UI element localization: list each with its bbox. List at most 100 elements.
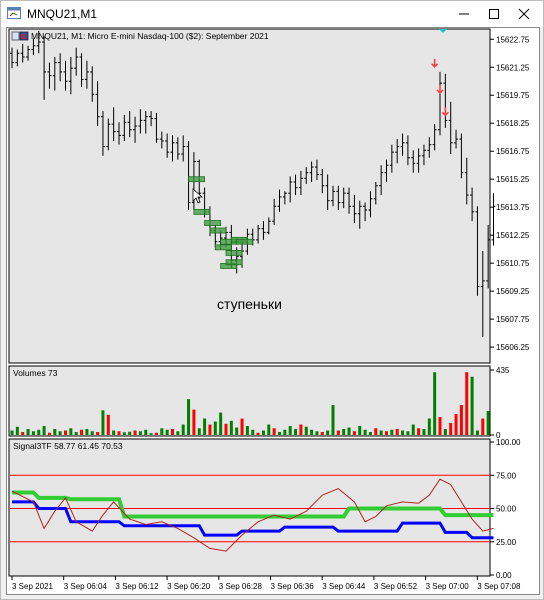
title-bar[interactable]: MNQU21,M1 (1, 1, 543, 27)
volume-bar (251, 429, 255, 435)
volume-bar (433, 372, 437, 435)
signal-panel-header: Signal3TF 58.77 61.45 70.53 (13, 441, 123, 451)
volume-bar (368, 432, 372, 435)
volume-bar (171, 429, 174, 435)
signal-tick-label: 0.00 (496, 571, 512, 580)
maximize-icon[interactable] (479, 1, 509, 27)
volume-bar (363, 429, 367, 435)
volume-bar (385, 431, 388, 435)
time-tick-label: 3 Sep 07:00 (426, 582, 470, 591)
volumes-panel[interactable] (8, 365, 491, 437)
sell-arrow-icon (431, 58, 439, 68)
volume-bar (21, 432, 25, 435)
scroll-marker-icon (439, 29, 447, 33)
step-box (225, 250, 243, 256)
volume-bar (96, 432, 100, 435)
volume-bar (208, 424, 212, 435)
volume-bar (229, 420, 233, 435)
volume-bar (192, 409, 196, 435)
volume-bar (310, 429, 314, 435)
time-tick-label: 3 Sep 07:08 (477, 582, 521, 591)
volume-bar (42, 426, 46, 435)
volume-bar (320, 432, 324, 435)
volume-bar (245, 426, 249, 435)
volume-bar (379, 430, 383, 435)
volume-bar (449, 423, 453, 435)
volume-bar (256, 432, 260, 435)
sell-arrow-icon (436, 84, 444, 95)
time-tick-label: 3 Sep 06:36 (271, 582, 315, 591)
volume-bar (336, 430, 340, 435)
volume-bar (299, 424, 303, 435)
signal-tick-label: 50.00 (496, 505, 517, 514)
volume-bar (417, 428, 421, 435)
time-tick-label: 3 Sep 06:20 (167, 582, 211, 591)
chart-window-icon (7, 7, 21, 19)
chart-canvas[interactable]: 15622.75 15621.25 15619.75 15618.25 15616.75… (7, 28, 539, 594)
volume-bar (90, 431, 94, 435)
signal-axis-ticks: 100.00 75.00 50.00 25.00 0.00 (490, 438, 521, 580)
volume-tick-label: 0 (496, 431, 501, 440)
volume-bar (283, 429, 287, 435)
volume-bar (187, 399, 191, 435)
price-tick-label: 15619.75 (496, 91, 530, 100)
volume-bar (133, 430, 137, 435)
volume-bars (10, 372, 490, 435)
volume-bar (122, 432, 126, 435)
volume-bar (203, 418, 207, 435)
price-tick-label: 15621.25 (496, 63, 530, 72)
price-tick-label: 15609.25 (496, 287, 530, 296)
sell-arrows (431, 58, 449, 117)
price-panel[interactable] (8, 28, 491, 364)
signal-line (12, 490, 494, 519)
volume-bar (315, 431, 319, 435)
volume-axis-ticks: 435 0 (490, 366, 510, 440)
close-icon[interactable] (509, 1, 539, 27)
volume-bar (304, 426, 308, 435)
step-box (193, 208, 211, 215)
time-tick-label: 3 Sep 06:44 (322, 582, 366, 591)
volume-bar (390, 429, 394, 435)
signal-tick-label: 75.00 (496, 471, 517, 480)
window-title: MNQU21,M1 (27, 7, 98, 21)
volume-bar (101, 410, 105, 435)
volume-bar (454, 414, 458, 435)
volume-bar (213, 421, 217, 435)
time-tick-label: 3 Sep 06:52 (374, 582, 418, 591)
price-tick-label: 15618.25 (496, 119, 530, 128)
volume-bar (85, 429, 89, 435)
time-tick-label: 3 Sep 06:04 (64, 582, 108, 591)
volume-bar (106, 414, 110, 435)
step-box (236, 238, 254, 245)
volume-bar (37, 429, 41, 435)
volume-bar (294, 429, 298, 435)
volume-bar (181, 424, 185, 435)
volume-bar (74, 432, 78, 435)
volume-bar (267, 424, 271, 435)
volume-bar (10, 430, 14, 435)
signal-line (11, 478, 494, 552)
price-axis-ticks: 15622.75 15621.25 15619.75 15618.25 15616.75… (490, 35, 530, 352)
sell-arrow-icon (441, 107, 449, 117)
time-tick-label: 3 Sep 06:28 (219, 582, 263, 591)
volume-bar (31, 431, 35, 435)
time-tick-label: 3 Sep 06:12 (115, 582, 159, 591)
ohlc-bars (10, 30, 496, 337)
panel-header-icons (11, 31, 29, 41)
volume-bar (197, 428, 201, 435)
volume-bar (58, 431, 62, 435)
volume-bar (149, 433, 153, 435)
step-box (214, 244, 232, 251)
signal-line (12, 500, 494, 540)
mouse-cursor-icon (192, 188, 204, 204)
annotation-text: ступеньки (217, 296, 282, 312)
volume-bar (235, 427, 239, 435)
volume-bar (401, 430, 405, 435)
volume-bar (374, 428, 378, 435)
volume-bar (240, 418, 244, 435)
chart-area[interactable]: 15622.75 15621.25 15619.75 15618.25 15616.75… (6, 27, 540, 595)
volume-bar (144, 429, 148, 435)
volume-bar (261, 430, 265, 435)
volume-bar (53, 429, 57, 435)
minimize-icon[interactable] (449, 1, 479, 27)
